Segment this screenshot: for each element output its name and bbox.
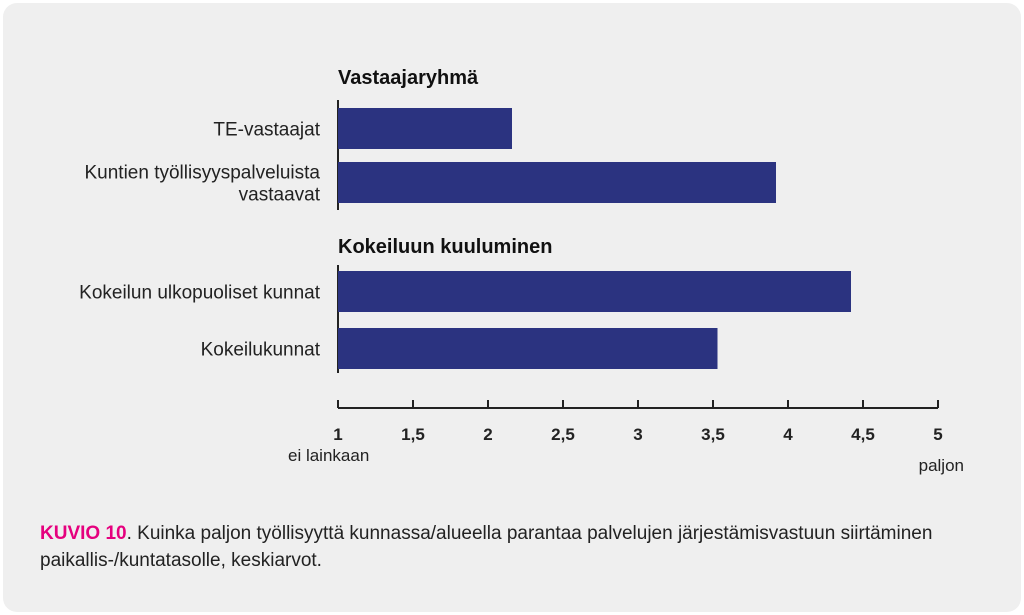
x-tick-label-5: 3 [633,425,642,444]
category-label-1-2-line1: Kuntien työllisyyspalveluista [84,163,320,184]
x-tick-label-4: 2,5 [551,425,575,444]
bar-1-2 [338,162,776,203]
bar-2-2 [338,328,718,369]
x-tick-label-7: 4 [783,425,793,444]
category-label-1-1: TE-vastaajat [213,120,320,141]
caption-label: KUVIO 10 [40,523,127,544]
bar-1-1 [338,108,512,149]
bar-chart: Vastaajaryhmä TE-vastaajat Kuntien työllis… [79,67,964,475]
x-tick-label-1: 1 [333,425,342,444]
group-title-1: Vastaajaryhmä [338,67,479,89]
bar-2-1 [338,271,851,312]
x-tick-label-6: 3,5 [701,425,725,444]
x-tick-label-8: 4,5 [851,425,875,444]
caption-text: . Kuinka paljon työllisyyttä kunnassa/al… [40,523,933,571]
category-label-2-2: Kokeilukunnat [201,340,321,361]
category-label-1-2-line2: vastaavat [239,185,321,206]
x-tick-label-9: 5 [933,425,942,444]
figure-caption: KUVIO 10. Kuinka paljon työllisyyttä kun… [40,520,990,574]
x-tick-label-2: 1,5 [401,425,425,444]
category-label-2-1: Kokeilun ulkopuoliset kunnat [79,283,321,304]
x-min-label: ei lainkaan [288,446,369,465]
x-max-label: paljon [919,456,964,475]
group-title-2: Kokeiluun kuuluminen [338,236,552,258]
x-tick-label-3: 2 [483,425,492,444]
